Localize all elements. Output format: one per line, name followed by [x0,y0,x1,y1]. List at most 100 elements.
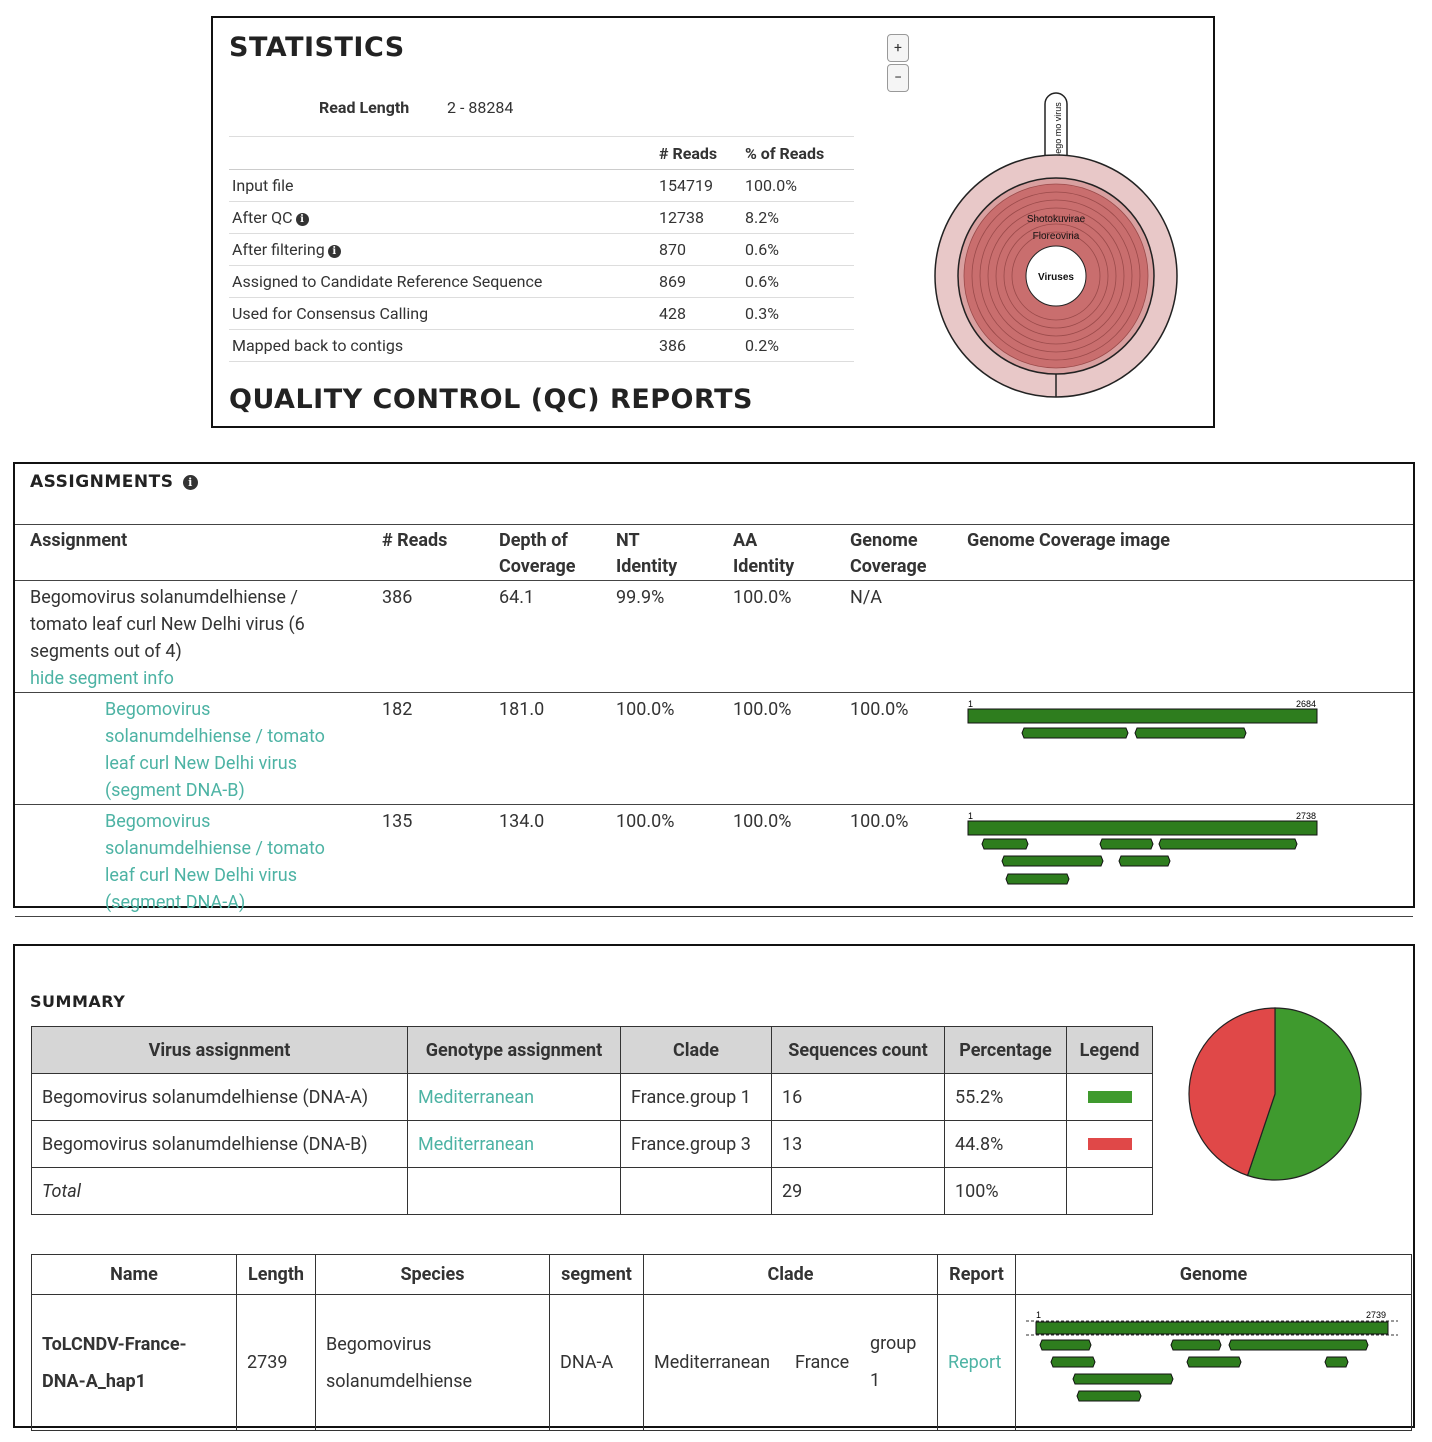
header-genome: Genome [1015,1254,1412,1295]
header-aa-line1: AA [733,530,758,551]
segment-a-line1: Begomovirus [105,811,211,832]
sample-segment: DNA-A [549,1294,644,1431]
genome-start-label: 1 [1036,1310,1041,1320]
assignments-panel: ASSIGNMENTS i Assignment # Reads Depth o… [13,462,1415,917]
segment-b-line1: Begomovirus [105,699,211,720]
assignments-title: ASSIGNMENTS i [30,472,198,492]
segment-link-dna-b[interactable]: Begomovirus solanumdelhiense / tomato le… [15,692,367,805]
statistics-row-label-text: Used for Consensus Calling [232,304,429,323]
sunburst-ring-label-2: Floreoviria [1033,231,1080,242]
genotype-link[interactable]: Mediterranean [407,1073,621,1121]
statistics-header-label [229,136,656,170]
header-genome-line1: Genome [850,530,918,551]
statistics-row-pct: 8.2% [742,201,854,234]
sample-name: ToLCNDV-France- DNA-A_hap1 [31,1294,237,1431]
statistics-header-pct: % of Reads [742,136,854,170]
header-virus-assignment: Virus assignment [31,1026,408,1074]
info-icon[interactable]: i [182,475,198,490]
hide-segment-info-link[interactable]: hide segment info [30,668,174,689]
pie-slice-1[interactable] [1246,1007,1362,1181]
genome-feature [1050,1356,1096,1368]
total-empty-legend [1066,1167,1153,1215]
segment-a-depth: 134.0 [484,804,601,917]
summary-table: Virus assignment Genotype assignment Cla… [31,1026,1153,1215]
statistics-row-pct: 0.3% [742,297,854,330]
header-genome-coverage: Genome Coverage [835,524,952,581]
segment-a-image: 1 2738 [952,804,1413,917]
genome-coverage-image-dna-b[interactable]: 1 2684 [967,696,1327,748]
statistics-row-reads: 12738 [656,201,742,234]
header-depth: Depth of Coverage [484,524,601,581]
info-icon[interactable]: i [327,245,341,258]
summary-total-row: Total 29 100% [31,1167,1153,1215]
segment-b-line3: leaf curl New Delhi virus [105,753,297,774]
statistics-row-pct: 0.6% [742,233,854,266]
total-label: Total [31,1167,408,1215]
assignment-main-line2: tomato leaf curl New Delhi virus (6 [30,614,305,635]
statistics-row-label: After QC i [229,201,656,234]
samples-table: Name Length Species segment Clade Report… [31,1254,1412,1431]
coverage-feature [1158,838,1298,850]
statistics-header-row: # Reads % of Reads [229,136,854,170]
sample-species-line1: Begomovirus [326,1333,432,1355]
coverage-feature [1001,855,1104,867]
segment-b-image: 1 2684 [952,692,1413,805]
segment-b-line4: (segment DNA-B) [105,780,245,801]
taxonomy-sunburst-chart[interactable]: Bego mo virus Viruses Shotokuvirae Flore… [918,88,1208,408]
segment-a-line2: solanumdelhiense / tomato [105,838,325,859]
statistics-row-label-text: Mapped back to contigs [232,336,404,355]
coverage-feature [1099,838,1154,850]
segment-a-nt: 100.0% [601,804,718,917]
coverage-feature [1118,855,1171,867]
sample-name-line2: DNA-A_hap1 [42,1370,147,1392]
statistics-row-label-text: After QC [232,208,293,227]
coverage-full-bar [967,820,1318,836]
sample-species: Begomovirus solanumdelhiense [315,1294,550,1431]
genome-coverage-image-dna-a[interactable]: 1 2738 [967,808,1327,888]
summary-row: Begomovirus solanumdelhiense (DNA-A) Med… [31,1073,1153,1121]
genome-feature [1170,1339,1222,1351]
statistics-row-label: Assigned to Candidate Reference Sequence [229,265,656,298]
statistics-row-pct: 0.2% [742,329,854,362]
assignment-main-line1: Begomovirus solanumdelhiense / [30,587,298,608]
statistics-row: Assigned to Candidate Reference Sequence… [229,265,854,298]
sample-row: ToLCNDV-France- DNA-A_hap1 2739 Begomovi… [31,1294,1412,1431]
pie-slice-2[interactable] [1188,1007,1276,1177]
sunburst-center[interactable] [1025,245,1087,307]
sample-clade-part4: 1 [870,1369,881,1391]
segment-row-dna-b: Begomovirus solanumdelhiense / tomato le… [15,692,1413,805]
header-depth-line2: Coverage [499,556,576,577]
coverage-feature [1134,727,1247,739]
sequences-count: 13 [771,1120,945,1168]
header-clade: Clade [620,1026,772,1074]
header-name: Name [31,1254,237,1295]
segment-b-line2: solanumdelhiense / tomato [105,726,325,747]
statistics-table: # Reads % of Reads Input file 154719 100.0… [229,136,854,362]
genome-map-image[interactable]: 1 2739 [1022,1306,1402,1406]
report-link[interactable]: Report [937,1294,1016,1431]
read-length-value: 2 - 88284 [447,98,514,117]
statistics-title: STATISTICS [229,32,405,63]
statistics-row: Mapped back to contigs 386 0.2% [229,329,854,362]
sample-clade-part3: group [870,1332,917,1354]
header-segment: segment [549,1254,644,1295]
statistics-row-label: Used for Consensus Calling [229,297,656,330]
legend-cell [1066,1073,1153,1121]
header-genome-image: Genome Coverage image [952,524,1413,581]
clade: France.group 3 [620,1120,772,1168]
total-percentage: 100% [944,1167,1067,1215]
virus-assignment: Begomovirus solanumdelhiense (DNA-B) [31,1120,408,1168]
zoom-out-button[interactable]: − [887,64,909,92]
header-genome-line2: Coverage [850,556,927,577]
header-depth-line1: Depth of [499,530,568,551]
segment-link-dna-a[interactable]: Begomovirus solanumdelhiense / tomato le… [15,804,367,917]
zoom-in-button[interactable]: + [887,34,909,62]
statistics-row-reads: 428 [656,297,742,330]
coverage-feature [981,838,1029,850]
coverage-start-label: 1 [968,699,973,709]
coverage-feature [1021,727,1129,739]
header-aa-identity: AA Identity [718,524,835,581]
sunburst-center-label: Viruses [1038,272,1074,283]
genotype-link[interactable]: Mediterranean [407,1120,621,1168]
info-icon[interactable]: i [295,213,309,226]
